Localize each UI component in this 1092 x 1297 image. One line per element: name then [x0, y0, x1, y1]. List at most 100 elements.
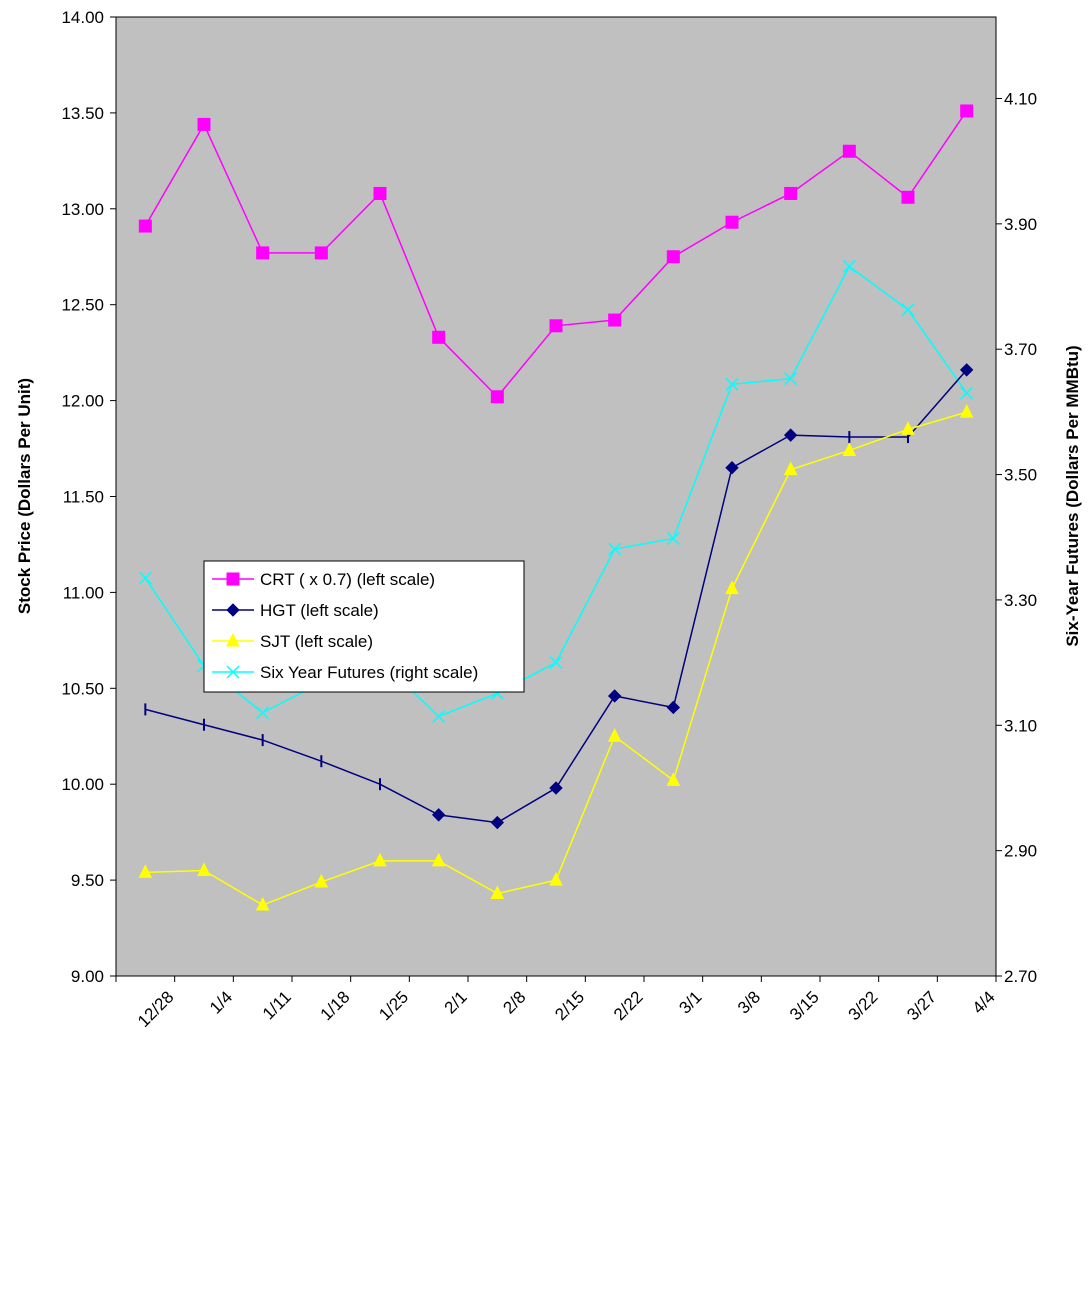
- x-axis-tick-label: 1/11: [259, 987, 295, 1023]
- data-point: [431, 852, 446, 867]
- data-point: [842, 144, 856, 158]
- data-point: [901, 190, 915, 204]
- legend-label: SJT (left scale): [260, 632, 373, 651]
- left-axis-tick-label: 10.00: [61, 775, 104, 794]
- data-point: [256, 246, 270, 260]
- data-point: [256, 706, 270, 720]
- x-axis-tick-label: 3/15: [786, 987, 823, 1024]
- data-point: [549, 781, 563, 795]
- data-point: [138, 864, 153, 878]
- data-point: [549, 656, 563, 670]
- right-axis-tick-label: 3.10: [1004, 716, 1037, 735]
- data-point: [666, 531, 680, 546]
- right-axis-tick-label: 3.50: [1004, 466, 1037, 485]
- legend-marker: [226, 572, 240, 586]
- data-point: [959, 403, 974, 418]
- left-axis-tick-label: 9.00: [71, 967, 104, 986]
- right-axis-tick-label: 2.90: [1004, 842, 1037, 861]
- data-point: [725, 215, 739, 229]
- data-point: [666, 772, 681, 786]
- x-axis-tick-label: 1/4: [206, 987, 236, 1017]
- left-axis-tick-label: 14.00: [61, 8, 104, 27]
- data-point: [490, 885, 505, 900]
- legend-item: HGT (left scale): [212, 601, 379, 620]
- legend-box: [203, 560, 525, 693]
- data-point: [373, 186, 387, 200]
- right-axis-tick-label: 4.10: [1004, 89, 1037, 108]
- data-point: [490, 390, 504, 404]
- right-axis-tick-label: 3.30: [1004, 591, 1037, 610]
- plot-area: [115, 16, 997, 977]
- legend-item: SJT (left scale): [212, 632, 373, 651]
- right-axis-title: Six-Year Futures (Dollars Per MMBtu): [1063, 345, 1082, 646]
- data-point: [608, 542, 622, 556]
- x-axis-tick-label: 1/25: [375, 987, 412, 1024]
- data-point: [842, 259, 856, 273]
- legend-item: Six Year Futures (right scale): [212, 663, 478, 682]
- data-point: [549, 871, 563, 886]
- right-axis-tick-label: 3.70: [1004, 340, 1037, 359]
- data-point: [138, 219, 152, 233]
- data-point: [607, 689, 622, 703]
- left-axis-tick-label: 13.00: [61, 200, 104, 219]
- data-point: [490, 815, 505, 830]
- data-point: [314, 246, 328, 260]
- data-point: [608, 313, 622, 327]
- data-point: [666, 250, 680, 264]
- data-point: [432, 330, 446, 344]
- data-point: [783, 461, 798, 476]
- left-axis-tick-label: 13.50: [61, 104, 104, 123]
- x-axis-tick-label: 2/8: [499, 987, 529, 1017]
- data-point: [725, 461, 739, 475]
- data-point: [901, 303, 915, 317]
- data-point: [197, 117, 211, 131]
- series-sjt: [138, 403, 974, 911]
- x-axis-tick-label: 3/8: [734, 987, 764, 1017]
- data-point: [960, 104, 974, 118]
- left-axis-tick-label: 10.50: [61, 679, 104, 698]
- data-point: [842, 442, 857, 456]
- legend-item: CRT ( x 0.7) (left scale): [212, 570, 435, 589]
- x-axis-tick-label: 3/22: [845, 987, 882, 1024]
- x-axis-tick-label: 2/1: [441, 987, 471, 1017]
- left-axis-tick-label: 9.50: [71, 871, 104, 890]
- data-point: [725, 377, 739, 391]
- legend-marker: [226, 632, 240, 647]
- legend-label: HGT (left scale): [260, 601, 379, 620]
- data-point: [666, 700, 681, 715]
- x-axis-tick-label: 2/22: [610, 987, 647, 1024]
- legend: CRT ( x 0.7) (left scale) HGT (left scale…: [203, 560, 525, 693]
- x-axis-tick-label: 2/15: [551, 987, 588, 1024]
- legend-label: CRT ( x 0.7) (left scale): [260, 570, 435, 589]
- legend-marker: [226, 665, 240, 679]
- axes: 9.00 9.50 10.00 10.50 11.00 11.50 12.00 12.50 13…: [61, 8, 1037, 1031]
- data-point: [607, 728, 622, 742]
- series-crt: [138, 104, 974, 404]
- left-axis-title: Stock Price (Dollars Per Unit): [15, 378, 34, 614]
- data-point: [197, 862, 211, 877]
- data-point: [959, 363, 974, 377]
- left-axis-tick-label: 12.00: [61, 392, 104, 411]
- x-axis-tick-label: 4/4: [969, 987, 999, 1017]
- legend-label: Six Year Futures (right scale): [260, 663, 478, 682]
- data-point: [432, 709, 446, 724]
- left-axis-tick-label: 11.00: [63, 583, 104, 602]
- right-axis-tick-label: 3.90: [1004, 215, 1037, 234]
- left-axis-tick-label: 11.50: [63, 488, 104, 507]
- data-point: [784, 372, 798, 386]
- data-point: [783, 428, 798, 442]
- data-point: [373, 852, 387, 867]
- data-point: [255, 896, 270, 911]
- right-axis-tick-label: 2.70: [1004, 967, 1037, 986]
- data-point: [138, 571, 152, 585]
- x-axis-tick-label: 1/18: [317, 987, 354, 1024]
- data-point: [960, 386, 974, 400]
- x-axis-tick-label: 3/1: [675, 987, 705, 1017]
- data-point: [314, 873, 329, 888]
- data-point: [784, 186, 798, 200]
- x-axis-tick-label: 12/28: [134, 987, 178, 1031]
- data-point: [431, 808, 446, 822]
- series-hgt: [144, 363, 974, 830]
- left-axis-tick-label: 12.50: [61, 296, 104, 315]
